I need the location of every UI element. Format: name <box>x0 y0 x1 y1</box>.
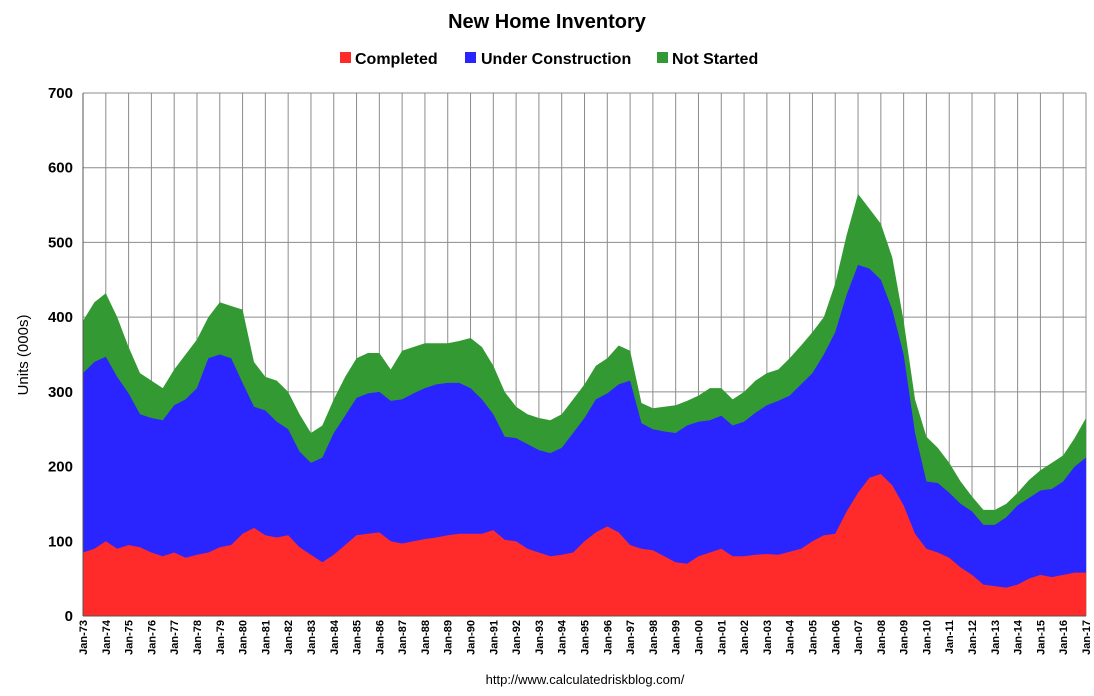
x-tick-label: Jan-09 <box>899 620 911 655</box>
y-tick-label: 400 <box>48 309 73 326</box>
x-tick-label: Jan-75 <box>124 620 136 655</box>
x-tick-label: Jan-78 <box>192 620 204 655</box>
x-tick-label: Jan-10 <box>921 620 933 655</box>
x-tick-label: Jan-97 <box>625 620 637 655</box>
y-tick-label: 600 <box>48 160 73 177</box>
x-tick-label: Jan-14 <box>1013 619 1025 655</box>
x-tick-label: Jan-15 <box>1035 620 1047 655</box>
stacked-areas <box>83 193 1086 617</box>
area-under-construction <box>83 264 1086 616</box>
x-tick-label: Jan-89 <box>443 620 455 655</box>
x-tick-label: Jan-74 <box>101 619 113 655</box>
x-tick-label: Jan-91 <box>488 620 500 655</box>
x-tick-label: Jan-08 <box>876 620 888 655</box>
x-tick-label: Jan-83 <box>306 620 318 655</box>
y-tick-label: 500 <box>48 234 73 251</box>
x-tick-label: Jan-04 <box>785 619 797 655</box>
y-tick-label: 0 <box>65 608 73 625</box>
x-tick-label: Jan-88 <box>420 620 432 655</box>
x-tick-label: Jan-16 <box>1058 620 1070 655</box>
x-tick-label: Jan-80 <box>238 620 250 655</box>
x-tick-label: Jan-93 <box>534 620 546 655</box>
x-tick-label: Jan-99 <box>671 620 683 655</box>
x-tick-label: Jan-84 <box>329 619 341 655</box>
area-completed <box>83 474 1086 616</box>
x-tick-label: Jan-17 <box>1081 620 1093 655</box>
x-tick-label: Jan-00 <box>693 620 705 655</box>
y-tick-label: 300 <box>48 384 73 401</box>
x-tick-label: Jan-81 <box>260 620 272 655</box>
x-tick-label: Jan-85 <box>352 620 364 655</box>
x-tick-label: Jan-76 <box>146 620 158 655</box>
x-tick-label: Jan-77 <box>169 620 181 655</box>
legend-swatch-not-started <box>657 52 668 63</box>
y-tick-label: 200 <box>48 459 73 476</box>
x-tick-label: Jan-01 <box>716 620 728 655</box>
y-tick-label: 100 <box>48 533 73 550</box>
x-tick-label: Jan-03 <box>762 620 774 655</box>
x-tick-label: Jan-12 <box>967 620 979 655</box>
x-tick-label: Jan-79 <box>215 620 227 655</box>
x-tick-label: Jan-96 <box>602 620 614 655</box>
x-tick-label: Jan-07 <box>853 620 865 655</box>
x-tick-label: Jan-87 <box>397 620 409 655</box>
legend-swatch-under-construction <box>465 52 476 63</box>
y-tick-label: 700 <box>48 85 73 102</box>
legend-label-not-started: Not Started <box>672 51 758 68</box>
x-tick-label: Jan-05 <box>807 620 819 655</box>
y-axis-label: Units (000s) <box>15 315 32 396</box>
x-tick-label: Jan-86 <box>374 620 386 655</box>
legend: Completed Under Construction Not Started <box>340 51 758 68</box>
x-tick-label: Jan-82 <box>283 620 295 655</box>
x-tick-label: Jan-90 <box>466 620 478 655</box>
x-tick-label: Jan-06 <box>830 620 842 655</box>
x-tick-label: Jan-02 <box>739 620 751 655</box>
legend-label-under-construction: Under Construction <box>481 51 631 68</box>
x-tick-label: Jan-11 <box>944 620 956 654</box>
source-url: http://www.calculatedriskblog.com/ <box>486 672 685 687</box>
legend-label-completed: Completed <box>355 51 438 68</box>
x-tick-label: Jan-13 <box>990 620 1002 655</box>
axes <box>82 93 1086 617</box>
legend-swatch-completed <box>340 52 351 63</box>
x-tick-labels: Jan-73 Jan-74 Jan-75 Jan-76 Jan-77 Jan-78 Jan-… <box>78 619 1093 655</box>
x-tick-label: Jan-73 <box>78 620 90 655</box>
x-tick-label: Jan-94 <box>557 619 569 655</box>
x-tick-label: Jan-95 <box>580 620 592 655</box>
x-tick-label: Jan-98 <box>648 620 660 655</box>
chart-title: New Home Inventory <box>448 11 647 33</box>
y-tick-labels: 0 100 200 300 400 500 600 700 <box>48 85 73 625</box>
x-tick-label: Jan-92 <box>511 620 523 655</box>
